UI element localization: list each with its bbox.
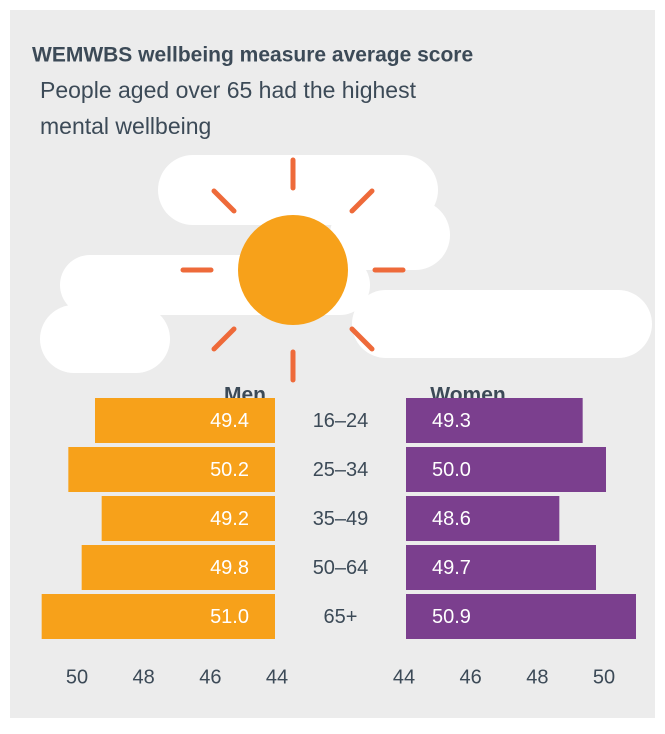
value-label: 51.0 bbox=[210, 606, 249, 628]
category-label: 50–64 bbox=[313, 557, 369, 579]
x-tick-label: 50 bbox=[66, 666, 88, 688]
bar bbox=[81, 545, 276, 590]
subtitle: People aged over 65 had the highest bbox=[40, 77, 417, 103]
value-label: 49.2 bbox=[210, 508, 249, 530]
x-tick-label: 46 bbox=[460, 666, 482, 688]
x-tick-label: 50 bbox=[593, 666, 615, 688]
bar bbox=[406, 594, 636, 639]
x-tick-label: 48 bbox=[526, 666, 548, 688]
x-tick-label: 46 bbox=[199, 666, 221, 688]
value-label: 50.0 bbox=[432, 459, 471, 481]
sun bbox=[180, 157, 406, 383]
subtitle: mental wellbeing bbox=[40, 113, 211, 139]
category-label: 16–24 bbox=[313, 410, 369, 432]
chart-title: WEMWBS wellbeing measure average score bbox=[32, 44, 473, 67]
x-tick-label: 48 bbox=[133, 666, 155, 688]
x-tick-label: 44 bbox=[266, 666, 288, 688]
bar bbox=[406, 447, 606, 492]
bar bbox=[95, 398, 275, 443]
bar bbox=[68, 447, 275, 492]
bar bbox=[406, 496, 560, 541]
bar bbox=[406, 545, 596, 590]
x-tick-label: 44 bbox=[393, 666, 415, 688]
category-label: 35–49 bbox=[313, 508, 369, 530]
value-label: 50.2 bbox=[210, 459, 249, 481]
category-label: 65+ bbox=[324, 606, 358, 628]
bar bbox=[41, 594, 275, 639]
value-label: 49.3 bbox=[432, 410, 471, 432]
bar bbox=[406, 398, 583, 443]
category-label: 25–34 bbox=[313, 459, 369, 481]
value-label: 50.9 bbox=[432, 606, 471, 628]
value-label: 49.8 bbox=[210, 557, 249, 579]
value-label: 49.4 bbox=[210, 410, 249, 432]
bar bbox=[101, 496, 276, 541]
value-label: 48.6 bbox=[432, 508, 471, 530]
value-label: 49.7 bbox=[432, 557, 471, 579]
